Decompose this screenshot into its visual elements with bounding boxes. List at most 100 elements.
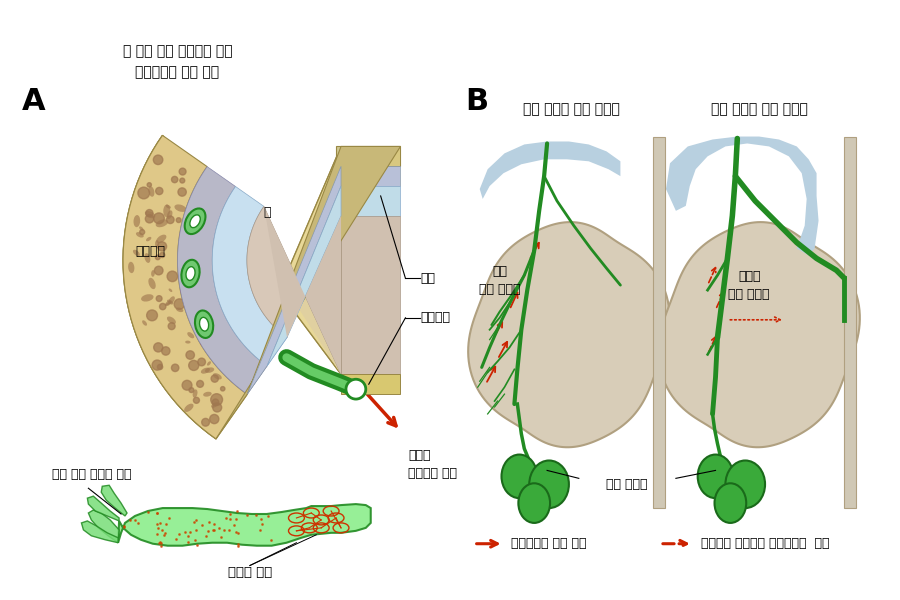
Polygon shape xyxy=(87,496,119,521)
Circle shape xyxy=(210,415,219,424)
Circle shape xyxy=(212,399,219,406)
Circle shape xyxy=(158,364,163,370)
Ellipse shape xyxy=(725,461,765,508)
Circle shape xyxy=(155,266,163,275)
Polygon shape xyxy=(653,137,665,508)
Ellipse shape xyxy=(200,317,209,331)
Text: 뇌척수액: 뇌척수액 xyxy=(136,245,166,259)
Ellipse shape xyxy=(698,455,733,498)
Polygon shape xyxy=(212,187,287,366)
Circle shape xyxy=(138,187,149,199)
Ellipse shape xyxy=(175,205,186,212)
Ellipse shape xyxy=(203,392,212,397)
Polygon shape xyxy=(341,146,400,166)
Text: B: B xyxy=(465,87,488,116)
Polygon shape xyxy=(248,166,341,394)
Ellipse shape xyxy=(167,211,173,219)
Polygon shape xyxy=(216,146,400,439)
Circle shape xyxy=(147,182,151,187)
Circle shape xyxy=(159,253,165,257)
Ellipse shape xyxy=(501,455,537,498)
Ellipse shape xyxy=(142,320,147,326)
Polygon shape xyxy=(336,146,400,166)
Polygon shape xyxy=(844,137,856,508)
Circle shape xyxy=(220,386,225,391)
Text: 젊은 생쥐의 뇌막 림프관: 젊은 생쥐의 뇌막 림프관 xyxy=(524,102,620,116)
Circle shape xyxy=(179,168,186,175)
Ellipse shape xyxy=(529,461,569,508)
Circle shape xyxy=(198,358,205,366)
Circle shape xyxy=(189,361,199,370)
Circle shape xyxy=(153,155,163,164)
Polygon shape xyxy=(177,146,341,394)
Polygon shape xyxy=(341,216,400,374)
Ellipse shape xyxy=(205,367,214,373)
Ellipse shape xyxy=(133,215,140,227)
Circle shape xyxy=(202,418,210,426)
Circle shape xyxy=(145,215,154,223)
Ellipse shape xyxy=(156,220,168,227)
Circle shape xyxy=(156,187,163,194)
Ellipse shape xyxy=(144,253,150,263)
Polygon shape xyxy=(659,222,860,447)
Ellipse shape xyxy=(163,205,170,217)
Text: 고령 생쥐의 뇌막 림프관: 고령 생쥐의 뇌막 림프관 xyxy=(711,102,807,116)
Polygon shape xyxy=(177,167,267,394)
Ellipse shape xyxy=(213,373,221,379)
Circle shape xyxy=(146,209,153,217)
Ellipse shape xyxy=(195,310,213,338)
Polygon shape xyxy=(666,137,819,256)
Polygon shape xyxy=(341,374,400,394)
Circle shape xyxy=(154,213,165,224)
Text: 정상
뇌막 림프관: 정상 뇌막 림프관 xyxy=(479,265,520,296)
Circle shape xyxy=(162,347,170,355)
Circle shape xyxy=(152,360,162,370)
Ellipse shape xyxy=(128,262,134,273)
Polygon shape xyxy=(341,186,400,216)
Circle shape xyxy=(346,379,365,399)
Circle shape xyxy=(159,304,166,310)
Circle shape xyxy=(186,351,194,359)
Text: 뇌: 뇌 xyxy=(263,206,271,219)
Circle shape xyxy=(212,403,221,412)
Ellipse shape xyxy=(185,341,191,344)
Ellipse shape xyxy=(182,260,200,287)
Polygon shape xyxy=(88,510,119,543)
Polygon shape xyxy=(123,136,248,439)
Ellipse shape xyxy=(190,215,201,227)
Polygon shape xyxy=(118,504,371,546)
Polygon shape xyxy=(123,136,341,439)
Ellipse shape xyxy=(168,296,175,304)
Circle shape xyxy=(156,255,160,260)
Ellipse shape xyxy=(136,232,144,238)
Ellipse shape xyxy=(145,211,156,218)
Circle shape xyxy=(166,216,174,224)
Circle shape xyxy=(182,380,192,390)
Ellipse shape xyxy=(186,266,195,280)
Circle shape xyxy=(194,397,200,403)
Polygon shape xyxy=(247,146,341,374)
Ellipse shape xyxy=(141,294,154,302)
Polygon shape xyxy=(341,166,400,186)
Ellipse shape xyxy=(157,235,166,243)
Ellipse shape xyxy=(140,226,143,230)
Text: 두개골공: 두개골공 xyxy=(420,311,450,325)
Ellipse shape xyxy=(184,404,194,412)
Polygon shape xyxy=(118,504,371,546)
Ellipse shape xyxy=(168,289,172,292)
Ellipse shape xyxy=(133,250,140,256)
Circle shape xyxy=(158,242,166,251)
Circle shape xyxy=(167,271,177,281)
Ellipse shape xyxy=(212,403,218,408)
Ellipse shape xyxy=(146,237,151,241)
Circle shape xyxy=(189,388,194,392)
Ellipse shape xyxy=(193,389,197,398)
Text: 뇌막: 뇌막 xyxy=(420,272,436,285)
Ellipse shape xyxy=(184,208,205,234)
Circle shape xyxy=(157,296,162,301)
Text: 뇌 하부 뇌막 림프관을 통한
뇌척수액의 배출 경로: 뇌 하부 뇌막 림프관을 통한 뇌척수액의 배출 경로 xyxy=(122,44,232,79)
Ellipse shape xyxy=(165,303,170,306)
Circle shape xyxy=(140,230,145,235)
Text: 두개골
바깥으로 배출: 두개골 바깥으로 배출 xyxy=(409,449,457,479)
Polygon shape xyxy=(264,206,341,374)
